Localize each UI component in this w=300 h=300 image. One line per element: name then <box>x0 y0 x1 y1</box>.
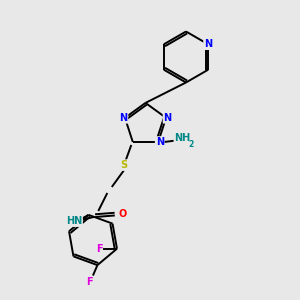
Text: F: F <box>87 277 93 286</box>
Text: N: N <box>164 113 172 123</box>
Text: 2: 2 <box>189 140 194 148</box>
Text: N: N <box>156 137 164 147</box>
Text: O: O <box>118 209 126 219</box>
Text: HN: HN <box>66 217 82 226</box>
Text: N: N <box>119 113 128 123</box>
Text: NH: NH <box>174 133 190 143</box>
Text: N: N <box>204 39 212 49</box>
Text: F: F <box>96 244 102 254</box>
Text: S: S <box>120 160 128 170</box>
